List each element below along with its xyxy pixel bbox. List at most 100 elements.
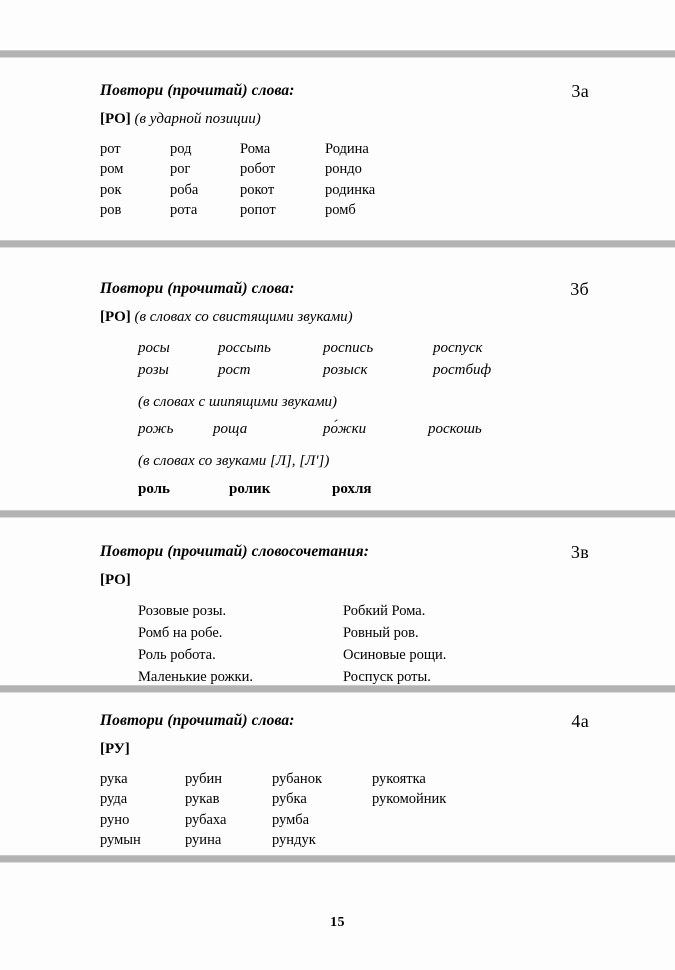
word-item: рота: [170, 202, 198, 219]
word-item: Роспуск роты.: [343, 668, 431, 685]
word-item: рондо: [325, 161, 362, 178]
word-item-empty: [372, 810, 502, 831]
word-item: росы: [138, 339, 170, 356]
exercise-sound-line: [РО]: [0, 569, 675, 592]
spacer: [0, 592, 675, 600]
exercise-code: 4а: [571, 711, 589, 731]
exercise-title: Повтори (прочитай) слова:: [100, 82, 295, 99]
subgroup-word-grid-1: рожь роща ро́жки роскошь: [0, 418, 675, 441]
word-item: рокот: [240, 181, 275, 198]
word-row: ром рог робот рондо: [100, 159, 675, 180]
word-grid: росы россыпь роспись роспуск розы рост розыск р…: [0, 337, 675, 382]
sound-tag: [РО]: [100, 111, 131, 127]
sound-note: (в ударной позиции): [130, 111, 261, 127]
word-item: род: [170, 140, 192, 157]
sound-tag: [РО]: [100, 309, 131, 325]
exercise-header: Повтори (прочитай) слова: 3б: [0, 279, 675, 306]
word-item: роскошь: [428, 421, 482, 437]
exercise-title: Повтори (прочитай) словосочетания:: [100, 543, 369, 560]
word-item: рука: [100, 770, 128, 787]
word-item: руно: [100, 811, 130, 828]
exercise-header: Повтори (прочитай) слова: 3а: [0, 81, 675, 108]
exercise-3b: Повтори (прочитай) слова: 3б [РО] (в слова…: [0, 279, 675, 501]
word-item: Осиновые рощи.: [343, 646, 447, 663]
section-divider-2: [0, 240, 675, 248]
sound-note: (в словах со свистящими звуками): [130, 309, 353, 325]
sound-tag: [РУ]: [100, 741, 130, 757]
word-item: руина: [185, 832, 222, 849]
word-item: ром: [100, 161, 124, 178]
word-row: росы россыпь роспись роспуск: [138, 337, 675, 360]
word-item: родинка: [325, 181, 376, 198]
word-item: роба: [170, 181, 199, 198]
word-item: румын: [100, 832, 141, 849]
word-item: ропот: [240, 202, 276, 219]
word-item: роща: [213, 421, 248, 437]
word-row: румын руина рундук: [100, 830, 675, 851]
word-item: рожь: [138, 421, 174, 437]
exercise-sound-line: [РО] (в ударной позиции): [0, 108, 675, 131]
exercise-sound-line: [РУ]: [0, 738, 675, 761]
subgroup-note-1: (в словах с шипящими звуками): [138, 393, 338, 410]
spacer: [0, 131, 675, 139]
word-row: роль ролик рохля: [138, 477, 675, 501]
exercise-4a: Повтори (прочитай) слова: 4а [РУ] рука рубин…: [0, 711, 675, 851]
word-row: рок роба рокот родинка: [100, 180, 675, 201]
word-item: рубаха: [185, 811, 227, 828]
word-item: роль: [138, 481, 170, 497]
word-grid: Розовые розы. Робкий Рома. Ромб на робе. Ро…: [0, 600, 675, 688]
word-item: розыск: [323, 362, 368, 378]
word-grid: рот род Рома Родина ром рог робот рондо рок роба р…: [0, 139, 675, 221]
word-item-empty: [372, 830, 502, 851]
word-item: ромб: [325, 202, 356, 219]
exercise-code: 3в: [570, 542, 589, 562]
exercise-code: 3б: [570, 279, 589, 299]
word-row: ров рота ропот ромб: [100, 200, 675, 221]
exercise-title: Повтори (прочитай) слова:: [100, 280, 295, 297]
section-divider-1: [0, 50, 675, 58]
word-item: рукав: [185, 791, 220, 808]
word-item: рост: [218, 362, 251, 378]
exercise-3v: Повтори (прочитай) словосочетания: 3в [РО]…: [0, 542, 675, 688]
word-row: Ромб на робе. Ровный ров.: [138, 622, 675, 644]
word-item: рот: [100, 140, 121, 157]
word-row: рожь роща ро́жки роскошь: [138, 418, 675, 441]
word-item: ров: [100, 202, 122, 219]
word-item: рубка: [272, 791, 307, 808]
word-item: розы: [138, 362, 169, 378]
word-item: ро́жки: [323, 421, 367, 437]
word-item: россыпь: [218, 339, 271, 356]
word-item: Розовые розы.: [138, 602, 227, 619]
word-item: рог: [170, 161, 191, 178]
word-item: Рома: [240, 140, 271, 157]
word-item: руда: [100, 791, 128, 808]
word-item: Ромб на робе.: [138, 624, 223, 641]
word-item: Робкий Рома.: [343, 602, 426, 619]
word-item: Роль робота.: [138, 646, 216, 663]
section-divider-3: [0, 510, 675, 518]
word-item: робот: [240, 161, 276, 178]
exercise-sound-line: [РО] (в словах со свистящими звуками): [0, 306, 675, 329]
word-item: роспись: [323, 339, 374, 356]
word-item: рок: [100, 181, 122, 198]
subgroup-note-2: (в словах со звуками [Л], [Л']): [138, 452, 330, 469]
word-item: рукоятка: [372, 770, 426, 787]
word-item: Родина: [325, 140, 369, 157]
word-item: рубанок: [272, 770, 322, 787]
section-divider-4: [0, 685, 675, 693]
spacer: [0, 329, 675, 337]
exercise-header: Повтори (прочитай) слова: 4а: [0, 711, 675, 738]
word-item: рохля: [332, 481, 372, 497]
word-row: руно рубаха румба: [100, 810, 675, 831]
word-row: руда рукав рубка рукомойник: [100, 789, 675, 810]
page-number: 15: [330, 915, 345, 930]
word-item: ростбиф: [433, 362, 492, 378]
word-row: рот род Рома Родина: [100, 139, 675, 160]
word-row: рука рубин рубанок рукоятка: [100, 769, 675, 790]
word-item: Ровный ров.: [343, 624, 419, 641]
word-row: розы рост розыск ростбиф: [138, 359, 675, 382]
word-item: рубин: [185, 770, 223, 787]
section-divider-5: [0, 855, 675, 863]
subgroup-word-grid-2: роль ролик рохля: [0, 477, 675, 501]
